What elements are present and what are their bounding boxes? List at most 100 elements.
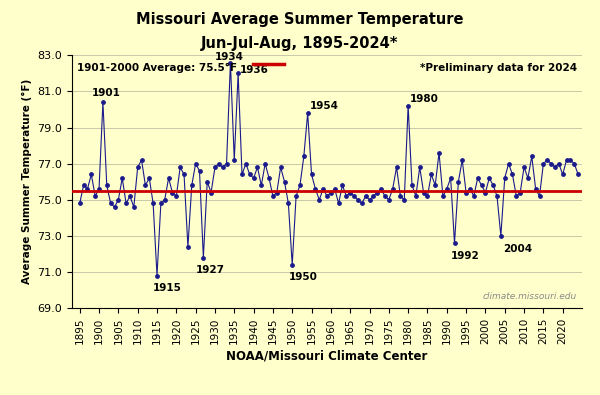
Point (140, 182, 150, 188)
Point (488, 182, 498, 188)
Point (469, 193, 479, 199)
Text: *Preliminary data for 2024: *Preliminary data for 2024 (420, 63, 577, 73)
Point (403, 103, 413, 109)
Point (299, 153, 308, 160)
Point (341, 193, 351, 199)
Point (569, 160, 579, 167)
Point (442, 186, 452, 192)
Point (284, 200, 293, 207)
Point (79, 182, 88, 188)
Point (233, 70, 243, 77)
Point (465, 186, 475, 192)
Point (160, 197, 170, 203)
Text: 1950: 1950 (289, 273, 317, 282)
Point (400, 197, 409, 203)
Point (245, 171, 254, 178)
Point (187, 182, 197, 188)
Point (353, 197, 363, 203)
Point (276, 164, 286, 170)
Text: 1936: 1936 (240, 65, 269, 75)
Point (361, 193, 370, 199)
Point (566, 157, 575, 163)
Text: 1901: 1901 (91, 88, 120, 98)
Point (523, 175, 533, 181)
Point (558, 171, 568, 178)
Point (346, 189, 355, 196)
Point (477, 182, 487, 188)
Point (172, 193, 181, 199)
Point (264, 175, 274, 181)
Point (179, 171, 189, 178)
Text: 1992: 1992 (451, 251, 479, 261)
Point (430, 182, 440, 188)
Point (110, 204, 119, 210)
Point (191, 160, 200, 167)
Point (218, 164, 227, 170)
Point (427, 171, 436, 178)
Point (206, 189, 216, 196)
Point (145, 175, 154, 181)
Point (481, 189, 490, 196)
Point (222, 160, 232, 167)
Point (461, 189, 471, 196)
Point (349, 193, 359, 199)
Point (527, 153, 536, 160)
Text: 1927: 1927 (196, 265, 224, 275)
Point (562, 157, 571, 163)
Point (113, 197, 123, 203)
Point (314, 197, 324, 203)
Point (542, 157, 552, 163)
Point (388, 186, 397, 192)
Point (202, 179, 212, 185)
Point (118, 175, 127, 181)
Point (554, 160, 563, 167)
Point (287, 261, 297, 268)
Point (311, 186, 320, 192)
Point (295, 182, 305, 188)
Point (249, 175, 259, 181)
Point (98, 99, 108, 105)
Point (368, 193, 378, 199)
Point (268, 193, 278, 199)
Point (473, 175, 482, 181)
Point (496, 233, 506, 239)
Y-axis label: Average Summer Temperature (°F): Average Summer Temperature (°F) (22, 79, 32, 284)
Point (260, 160, 270, 167)
Point (164, 175, 173, 181)
Point (194, 168, 204, 174)
Text: Jun-Jul-Aug, 1895-2024*: Jun-Jul-Aug, 1895-2024* (201, 36, 399, 51)
Point (241, 160, 251, 167)
Point (407, 182, 417, 188)
Point (307, 171, 316, 178)
Point (550, 164, 560, 170)
Point (376, 186, 386, 192)
X-axis label: NOAA/Missouri Climate Center: NOAA/Missouri Climate Center (226, 350, 428, 363)
Text: 1954: 1954 (310, 101, 338, 111)
Point (519, 164, 529, 170)
Point (492, 193, 502, 199)
Point (253, 164, 262, 170)
Point (291, 193, 301, 199)
Point (484, 175, 494, 181)
Point (539, 160, 548, 167)
Point (338, 182, 347, 188)
Text: climate.missouri.edu: climate.missouri.edu (482, 292, 577, 301)
Point (229, 157, 239, 163)
Point (121, 200, 131, 207)
Point (303, 110, 313, 116)
Point (438, 193, 448, 199)
Point (531, 186, 541, 192)
Point (175, 164, 185, 170)
Point (380, 193, 390, 199)
Point (156, 200, 166, 207)
Point (214, 160, 224, 167)
Point (152, 273, 162, 279)
Point (334, 200, 343, 207)
Point (210, 164, 220, 170)
Text: 1901-2000 Average: 75.5°F: 1901-2000 Average: 75.5°F (77, 63, 244, 73)
Point (86, 171, 96, 178)
Text: 1934: 1934 (215, 52, 244, 62)
Point (515, 189, 525, 196)
Point (94, 186, 104, 192)
Point (500, 175, 509, 181)
